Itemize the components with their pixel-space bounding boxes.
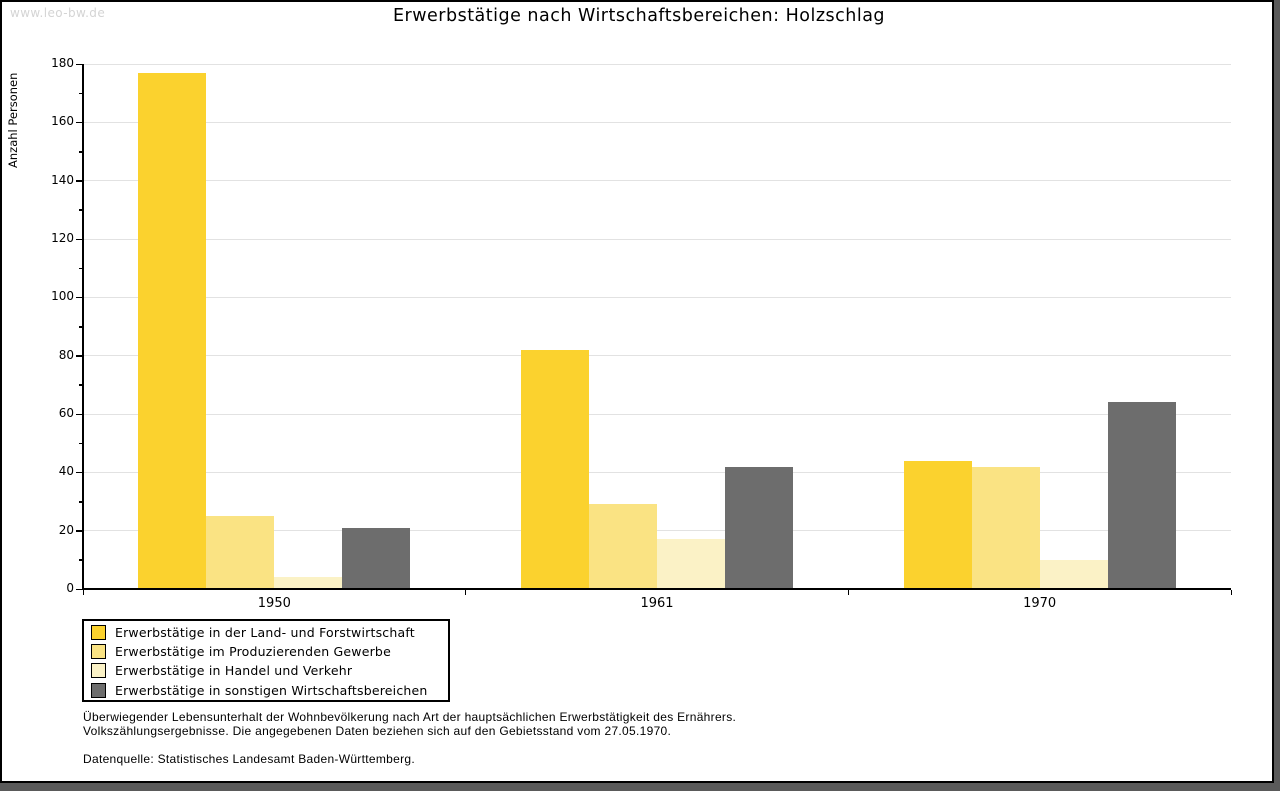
legend-label: Erwerbstätige in Handel und Verkehr	[115, 663, 353, 679]
y-minor-tick	[79, 384, 83, 386]
data-source-text: Datenquelle: Statistisches Landesamt Bad…	[83, 752, 415, 766]
y-tick-label: 0	[66, 581, 74, 595]
y-tick-label: 100	[51, 289, 74, 304]
y-major-tick	[76, 471, 83, 474]
bar-1950-series-4	[342, 527, 411, 589]
y-tick-label: 140	[51, 172, 74, 187]
x-tick-label: 1961	[640, 596, 674, 611]
legend-swatch-series-3	[91, 663, 106, 679]
legend-swatch-series-1	[91, 625, 106, 641]
x-tick-label: 1950	[257, 596, 291, 611]
y-minor-tick	[79, 442, 83, 445]
y-major-tick	[76, 355, 83, 357]
x-tick-label: 1970	[1023, 596, 1057, 611]
y-minor-tick	[79, 559, 83, 561]
frame-shadow-right	[1274, 0, 1280, 791]
y-minor-tick	[79, 209, 83, 211]
bar-1950-series-2	[206, 516, 275, 589]
y-major-tick	[76, 413, 83, 415]
gridline	[83, 355, 1231, 357]
bar-1961-series-3	[657, 539, 725, 589]
legend-row: Erwerbstätige in der Land- und Forstwirt…	[84, 623, 448, 642]
legend-row: Erwerbstätige in sonstigen Wirtschaftsbe…	[84, 681, 448, 700]
y-minor-tick	[79, 92, 83, 95]
bar-1970-series-4	[1107, 402, 1176, 589]
y-major-tick	[76, 238, 83, 240]
legend-row: Erwerbstätige in Handel und Verkehr	[84, 661, 448, 680]
bar-1961-series-2	[589, 504, 657, 589]
legend-label: Erwerbstätige in sonstigen Wirtschaftsbe…	[115, 682, 428, 698]
y-axis-line	[82, 64, 84, 589]
legend-swatch-series-2	[91, 644, 106, 660]
y-tick-label: 80	[58, 347, 74, 362]
bar-1961-series-4	[725, 466, 793, 589]
y-minor-tick	[79, 151, 83, 153]
bar-1970-series-3	[1039, 559, 1108, 589]
legend-label: Erwerbstätige in der Land- und Forstwirt…	[115, 625, 415, 641]
legend-label: Erwerbstätige im Produzierenden Gewerbe	[115, 644, 391, 660]
y-major-tick	[76, 588, 83, 590]
chart-title: Erwerbstätige nach Wirtschaftsbereichen:…	[392, 6, 886, 26]
y-major-tick	[76, 180, 83, 182]
y-major-tick	[76, 63, 83, 65]
y-tick-label: 60	[58, 406, 74, 420]
y-tick-label: 120	[51, 231, 74, 245]
y-major-tick	[76, 296, 83, 299]
legend-box: Erwerbstätige in der Land- und Forstwirt…	[82, 619, 450, 702]
footnote-line-1: Überwiegender Lebensunterhalt der Wohnbe…	[83, 710, 737, 724]
x-boundary-tick	[465, 590, 467, 595]
gridline	[83, 471, 1231, 473]
bar-1950-series-1	[138, 72, 207, 589]
legend-swatch-series-4	[91, 682, 106, 698]
y-minor-tick	[79, 267, 83, 270]
x-boundary-tick	[1230, 590, 1232, 595]
y-tick-label: 180	[51, 56, 74, 70]
gridline	[83, 63, 1231, 65]
y-major-tick	[76, 530, 83, 532]
footnote-text: Überwiegender Lebensunterhalt der Wohnbe…	[83, 710, 1183, 738]
bar-1970-series-1	[903, 460, 972, 589]
y-minor-tick	[79, 326, 83, 328]
gridline	[83, 238, 1231, 240]
x-axis-line	[82, 588, 1231, 590]
y-tick-label: 40	[58, 464, 74, 479]
y-axis-label: Anzahl Personen	[6, 72, 20, 168]
bar-1961-series-1	[521, 349, 589, 589]
bar-1950-series-3	[274, 577, 343, 589]
x-boundary-tick	[82, 590, 84, 595]
y-tick-label: 20	[58, 522, 74, 537]
gridline	[83, 180, 1231, 182]
gridline	[83, 413, 1231, 415]
gridline	[83, 530, 1231, 532]
y-minor-tick	[79, 501, 83, 503]
gridline	[83, 296, 1231, 298]
bar-1970-series-2	[971, 466, 1040, 589]
watermark: www.leo-bw.de	[10, 6, 106, 20]
y-major-tick	[76, 121, 83, 124]
gridline	[83, 121, 1231, 123]
x-boundary-tick	[847, 590, 849, 595]
footnote-line-2: Volkszählungsergebnisse. Die angegebenen…	[83, 723, 672, 738]
legend-row: Erwerbstätige im Produzierenden Gewerbe	[84, 642, 448, 661]
frame-shadow-bottom	[0, 783, 1280, 791]
y-tick-label: 160	[51, 114, 74, 129]
